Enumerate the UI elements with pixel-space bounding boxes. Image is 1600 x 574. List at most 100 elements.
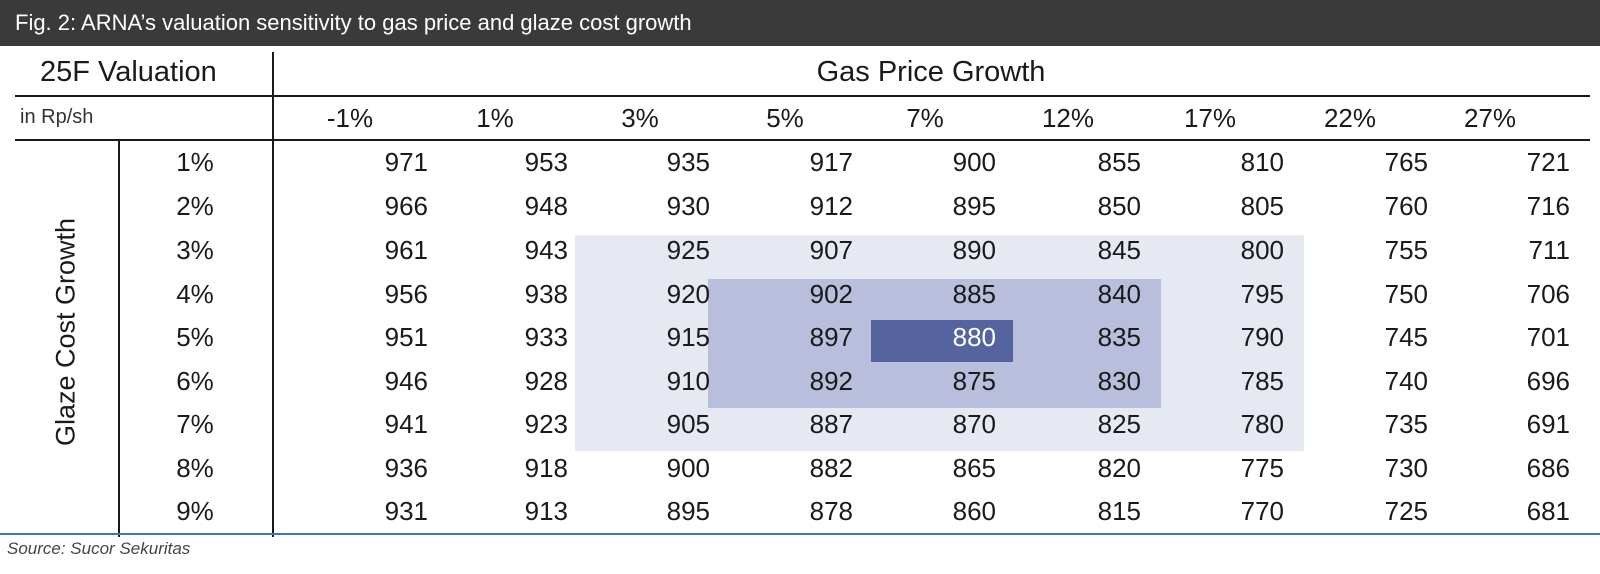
row-header: 5%	[176, 322, 214, 352]
table-cell: 840	[1097, 279, 1141, 309]
table-cell: 917	[809, 147, 853, 177]
table-cell: 706	[1526, 279, 1570, 309]
table-cell: 870	[952, 409, 996, 439]
table-cell: 815	[1097, 496, 1141, 526]
table-cell: 730	[1384, 453, 1428, 483]
table-cell: 716	[1526, 191, 1570, 221]
table-cell: 943	[524, 235, 568, 265]
table-cell: 735	[1384, 409, 1428, 439]
table-cell: 850	[1097, 191, 1141, 221]
table-cell: 681	[1526, 496, 1570, 526]
table-cell: 930	[666, 191, 710, 221]
table-cell: 941	[384, 409, 428, 439]
row-header: 2%	[176, 191, 214, 221]
table-cell: 895	[952, 191, 996, 221]
header-rule-bottom	[15, 139, 1590, 141]
row-header: 9%	[176, 496, 214, 526]
row-header: 3%	[176, 235, 214, 265]
table-cell: 875	[952, 366, 996, 396]
table-cell: 887	[809, 409, 853, 439]
column-header: 12%	[1041, 103, 1095, 133]
row-header: 1%	[176, 147, 214, 177]
table-cell: 936	[384, 453, 428, 483]
table-cell: 835	[1097, 322, 1141, 352]
unit-label: in Rp/sh	[20, 106, 94, 128]
table-cell: 800	[1240, 235, 1284, 265]
column-header: 5%	[766, 103, 804, 133]
table-cell: 740	[1384, 366, 1428, 396]
table-cell: 880	[952, 322, 996, 352]
table-cell: 865	[952, 453, 996, 483]
table-cell: 923	[524, 409, 568, 439]
table-cell: 711	[1528, 235, 1570, 265]
table-cell: 790	[1240, 322, 1284, 352]
table-cell: 905	[666, 409, 710, 439]
table-cell: 913	[524, 496, 568, 526]
table-cell: 915	[666, 322, 710, 352]
table-cell: 902	[809, 279, 853, 309]
table-cell: 933	[524, 322, 568, 352]
table-cell: 935	[666, 147, 710, 177]
table-cell: 931	[384, 496, 428, 526]
table-cell: 810	[1240, 147, 1284, 177]
table-cell: 745	[1384, 322, 1428, 352]
table-cell: 910	[666, 366, 710, 396]
table-cell: 755	[1384, 235, 1428, 265]
table-cell: 845	[1097, 235, 1141, 265]
table-cell: 830	[1097, 366, 1141, 396]
row-header: 8%	[176, 453, 214, 483]
table-cell: 686	[1526, 453, 1570, 483]
corner-label: 25F Valuation	[40, 56, 217, 88]
table-cell: 948	[524, 191, 568, 221]
figure-title: Fig. 2: ARNA’s valuation sensitivity to …	[0, 0, 1600, 46]
table-cell: 918	[524, 453, 568, 483]
table-cell: 892	[809, 366, 853, 396]
divider-row-axis	[118, 139, 120, 537]
table-cell: 825	[1097, 409, 1141, 439]
source-divider	[0, 533, 1600, 535]
column-header: 3%	[621, 103, 659, 133]
table-cell: 956	[384, 279, 428, 309]
table-cell: 938	[524, 279, 568, 309]
row-header: 7%	[176, 409, 214, 439]
table-cell: 966	[384, 191, 428, 221]
column-header: 22%	[1323, 103, 1377, 133]
table-cell: 925	[666, 235, 710, 265]
header-rule-top	[15, 95, 1590, 97]
table-cell: 890	[952, 235, 996, 265]
table-cell: 721	[1526, 147, 1570, 177]
table-cell: 946	[384, 366, 428, 396]
table-cell: 912	[809, 191, 853, 221]
table-cell: 897	[809, 322, 853, 352]
table-cell: 895	[666, 496, 710, 526]
table-cell: 855	[1097, 147, 1141, 177]
table-cell: 805	[1240, 191, 1284, 221]
table-cell: 696	[1526, 366, 1570, 396]
table-cell: 928	[524, 366, 568, 396]
table-cell: 725	[1384, 496, 1428, 526]
highlight-base-case	[871, 320, 1013, 362]
table-cell: 770	[1240, 496, 1284, 526]
table-cell: 900	[952, 147, 996, 177]
table-cell: 900	[666, 453, 710, 483]
table-cell: 701	[1526, 322, 1570, 352]
table-cell: 971	[384, 147, 428, 177]
row-header: 4%	[176, 279, 214, 309]
table-cell: 882	[809, 453, 853, 483]
column-header: -1%	[326, 103, 374, 133]
table-cell: 775	[1240, 453, 1284, 483]
table-cell: 920	[666, 279, 710, 309]
table-cell: 785	[1240, 366, 1284, 396]
column-header: 17%	[1183, 103, 1237, 133]
column-header: 27%	[1463, 103, 1517, 133]
table-cell: 860	[952, 496, 996, 526]
table-cell: 951	[384, 322, 428, 352]
table-cell: 795	[1240, 279, 1284, 309]
column-header: 1%	[476, 103, 514, 133]
row-header: 6%	[176, 366, 214, 396]
row-axis-label: Glaze Cost Growth	[50, 217, 81, 447]
table-cell: 820	[1097, 453, 1141, 483]
table-cell: 953	[524, 147, 568, 177]
table-cell: 760	[1384, 191, 1428, 221]
table-cell: 780	[1240, 409, 1284, 439]
